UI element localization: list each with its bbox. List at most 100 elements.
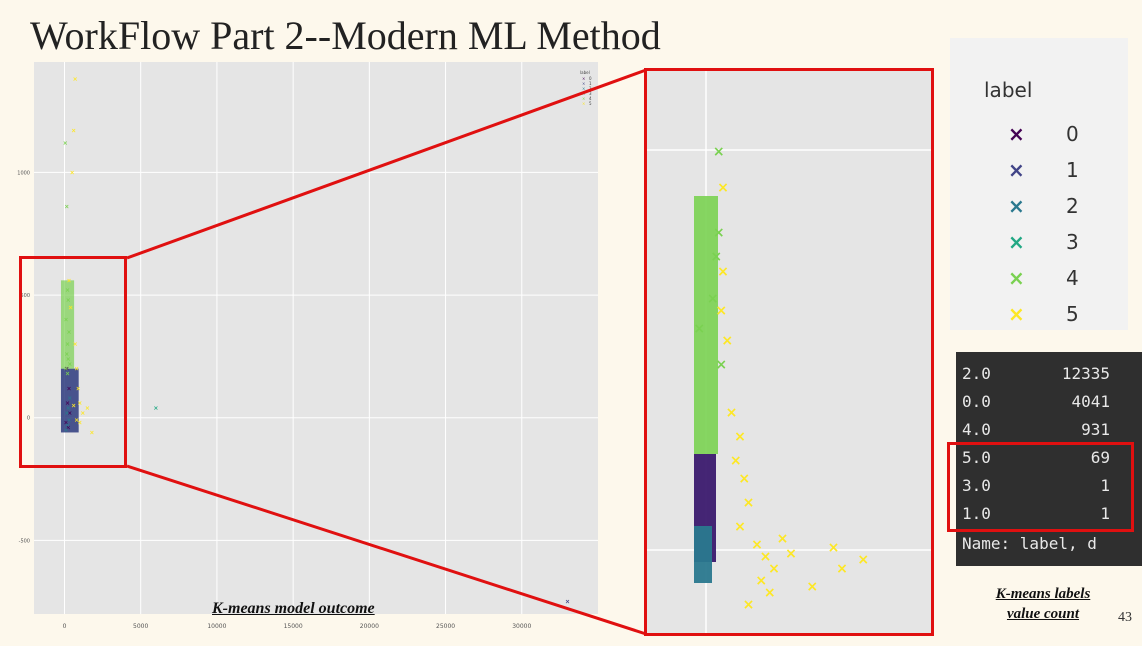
- scatter-point: ×: [77, 420, 82, 427]
- scatter-point: ×: [65, 371, 70, 378]
- legend-item-label: 3: [1066, 230, 1079, 254]
- value-count-value: 4041: [1071, 392, 1110, 411]
- zoom-region-box: [19, 256, 127, 468]
- value-count-key: 4.0: [962, 420, 991, 439]
- zoom-point: ×: [734, 429, 746, 445]
- value-count-key: 5.0: [962, 448, 991, 467]
- zoom-line-top: [126, 68, 647, 260]
- value-count-value: 1: [1100, 504, 1110, 523]
- main-scatter-svg: 0 5000 10000 15000 20000 25000 3000010005000-5…: [17, 62, 598, 630]
- legend-item-label: 4: [1066, 266, 1079, 290]
- zoom-point: ×: [785, 546, 797, 562]
- legend-item: × 0: [988, 122, 1108, 152]
- scatter-point: ×: [65, 287, 70, 294]
- x-tick-label: 5000: [133, 623, 148, 630]
- legend-marker-icon: ×: [1008, 230, 1025, 254]
- legend-item: × 2: [988, 194, 1108, 224]
- zoom-point: ×: [760, 549, 772, 565]
- value-count-row: 5.0 69: [962, 448, 1142, 470]
- zoom-point: ×: [715, 357, 727, 373]
- zoom-point: ×: [715, 303, 727, 319]
- scatter-point: ×: [71, 128, 76, 135]
- zoom-point: ×: [755, 573, 767, 589]
- scatter-point: ×: [66, 356, 71, 363]
- legend-item: × 5: [988, 302, 1108, 332]
- legend-item-label: 0: [1066, 122, 1079, 146]
- legend-item-label: 2: [1066, 194, 1079, 218]
- x-tick-label: 20000: [360, 623, 379, 630]
- zoom-point: ×: [734, 519, 746, 535]
- zoom-point: ×: [836, 561, 848, 577]
- scatter-point: ×: [73, 76, 78, 83]
- zoom-point: ×: [713, 225, 725, 241]
- main-scatter-plot: 0 5000 10000 15000 20000 25000 30000 1000 500 0 -5…: [14, 62, 598, 634]
- mini-legend-label: 5: [589, 101, 592, 106]
- scatter-point: ×: [67, 385, 72, 392]
- value-count-row: 0.0 4041: [962, 392, 1142, 414]
- value-count-value: 931: [1081, 420, 1110, 439]
- value-count-value: 12335: [1061, 364, 1110, 383]
- zoomed-scatter-svg: ×××××××××××××××××××××××××××××: [644, 68, 934, 636]
- zoom-point: ×: [710, 249, 722, 265]
- mini-legend-label: 4: [589, 96, 592, 101]
- scatter-point: ×: [67, 395, 72, 402]
- zoom-point: ×: [768, 561, 780, 577]
- legend-marker-icon: ×: [1008, 266, 1025, 290]
- zoom-dense-teal: [694, 526, 712, 583]
- scatter-point: ×: [66, 425, 71, 432]
- scatter-point: ×: [68, 304, 73, 311]
- y-tick-label: -500: [19, 538, 30, 544]
- legend-marker-icon: ×: [1008, 122, 1025, 146]
- plot-grid: [34, 62, 598, 614]
- value-count-key: 0.0: [962, 392, 991, 411]
- zoom-point: ×: [707, 291, 719, 307]
- legend-item: × 1: [988, 158, 1108, 188]
- legend-title: label: [984, 78, 1033, 102]
- plot-background: [34, 62, 598, 614]
- zoom-point: ×: [713, 144, 725, 160]
- y-tick-label: 0: [27, 416, 30, 422]
- scatter-point: ×: [66, 297, 71, 304]
- value-count-row: 3.0 1: [962, 476, 1142, 498]
- zoom-point: ×: [721, 333, 733, 349]
- legend-marker-icon: ×: [1008, 158, 1025, 182]
- zoom-background: [644, 68, 934, 636]
- mini-legend-label: 0: [589, 76, 592, 81]
- zoom-dense-green: [694, 196, 718, 454]
- x-tick-label: 10000: [207, 623, 226, 630]
- scatter-point: ×: [71, 402, 76, 409]
- value-count-value: 69: [1090, 448, 1110, 467]
- counts-caption-line2: value count: [1006, 606, 1080, 622]
- scatter-point: ×: [89, 429, 94, 436]
- zoomed-scatter-plot: ×××××××××××××××××××××××××××××: [644, 68, 934, 636]
- scatter-points: ××××××××××××××××××××××××××××××××××××××××…: [60, 76, 570, 606]
- zoom-point: ×: [726, 405, 738, 421]
- scatter-point: ×: [565, 599, 570, 606]
- y-tick-label: 1000: [17, 170, 30, 176]
- scatter-point: ×: [76, 385, 81, 392]
- scatter-point: ×: [64, 204, 69, 211]
- dense-cluster-band: [60, 368, 79, 433]
- dense-cluster-band-green: [60, 280, 75, 369]
- value-counts-footer: Name: label, d: [962, 534, 1097, 553]
- value-count-key: 2.0: [962, 364, 991, 383]
- zoom-point: ×: [738, 471, 750, 487]
- legend-item: × 3: [988, 230, 1108, 260]
- counts-caption-line1: K-means labels: [995, 586, 1091, 602]
- value-counts-caption: K-means labels value count: [978, 584, 1108, 624]
- zoom-point: ×: [764, 585, 776, 601]
- scatter-point: ×: [64, 366, 69, 373]
- mini-legend-marker-icon: ×: [582, 81, 585, 86]
- scatter-point: ×: [67, 410, 72, 417]
- scatter-point: ×: [63, 366, 68, 373]
- mini-legend-marker-icon: ×: [582, 86, 585, 91]
- scatter-point: ×: [153, 405, 158, 412]
- zoom-point: ×: [751, 537, 763, 553]
- scatter-point: ×: [67, 361, 72, 368]
- scatter-point: ×: [77, 400, 82, 407]
- scatter-point: ×: [67, 417, 72, 424]
- zoom-point: ×: [857, 552, 869, 568]
- scatter-point: ×: [85, 405, 90, 412]
- value-count-key: 1.0: [962, 504, 991, 523]
